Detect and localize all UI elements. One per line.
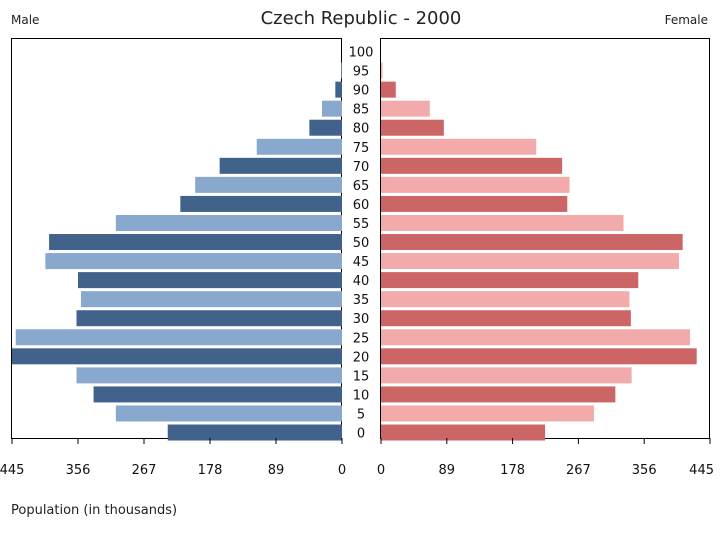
- male-bar-45: [45, 253, 342, 270]
- age-label-25: 25: [353, 331, 370, 346]
- male-bars: [12, 62, 343, 441]
- female-bar-70: [381, 157, 563, 174]
- male-tick-label: 356: [66, 463, 91, 478]
- male-bar-30: [76, 310, 343, 327]
- age-label-80: 80: [353, 122, 370, 137]
- male-tick-label: 89: [268, 463, 285, 478]
- female-bar-20: [381, 348, 697, 365]
- female-bar-35: [381, 291, 630, 308]
- female-bar-5: [381, 405, 594, 422]
- male-bar-95: [341, 62, 342, 79]
- female-bar-10: [381, 386, 616, 403]
- male-bar-65: [195, 176, 342, 193]
- female-bar-90: [381, 81, 396, 98]
- male-bar-20: [12, 348, 342, 365]
- female-bars: [381, 62, 697, 441]
- male-bar-75: [256, 138, 342, 155]
- female-bar-95: [381, 62, 383, 79]
- female-bar-65: [381, 176, 570, 193]
- female-bar-60: [381, 195, 568, 212]
- age-label-70: 70: [353, 160, 370, 175]
- age-label-95: 95: [353, 65, 370, 80]
- age-label-15: 15: [353, 369, 370, 384]
- age-label-30: 30: [353, 312, 370, 327]
- female-bar-50: [381, 234, 683, 251]
- male-bar-85: [321, 100, 342, 117]
- male-bar-5: [115, 405, 342, 422]
- male-tick-label: 0: [338, 463, 346, 478]
- age-label-90: 90: [353, 84, 370, 99]
- age-label-85: 85: [353, 103, 370, 118]
- female-bar-30: [381, 310, 631, 327]
- age-label-35: 35: [353, 293, 370, 308]
- age-label-0: 0: [357, 427, 365, 442]
- female-bar-75: [381, 138, 537, 155]
- female-bar-25: [381, 329, 691, 346]
- male-tick-label: 445: [0, 463, 24, 478]
- female-bar-40: [381, 272, 639, 289]
- female-bar-45: [381, 253, 679, 270]
- female-bar-0: [381, 424, 546, 441]
- male-bar-25: [15, 329, 343, 346]
- male-bar-90: [335, 81, 342, 98]
- male-bar-15: [76, 367, 343, 384]
- female-tick-label: 0: [377, 463, 385, 478]
- age-label-5: 5: [357, 407, 365, 422]
- age-label-55: 55: [353, 217, 370, 232]
- age-label-100: 100: [349, 46, 374, 61]
- age-label-75: 75: [353, 141, 370, 156]
- female-tick-label: 178: [500, 463, 525, 478]
- female-tick-label: 267: [566, 463, 591, 478]
- age-label-65: 65: [353, 179, 370, 194]
- age-label-50: 50: [353, 236, 370, 251]
- female-bar-55: [381, 214, 624, 231]
- female-bar-80: [381, 119, 444, 136]
- age-label-60: 60: [353, 198, 370, 213]
- male-bar-55: [115, 214, 342, 231]
- male-tick-label: 178: [198, 463, 223, 478]
- male-axis-ticks: 445 356 267 178 89 0: [0, 438, 346, 478]
- x-axis-label: Population (in thousands): [11, 503, 177, 518]
- male-bar-60: [180, 195, 342, 212]
- age-labels: 0 5 10 15 20 25 30 35 40 45 50 55 60 65 70 75 80 85 90 95 10…: [349, 46, 374, 442]
- male-label: Male: [11, 13, 39, 27]
- female-axis-ticks: 0 89 178 267 356 445: [377, 438, 714, 478]
- male-bar-50: [49, 234, 343, 251]
- male-bar-40: [78, 272, 342, 289]
- age-label-40: 40: [353, 274, 370, 289]
- male-bar-35: [80, 291, 342, 308]
- male-bar-0: [167, 424, 342, 441]
- chart-title: Czech Republic - 2000: [261, 8, 462, 29]
- age-label-10: 10: [353, 388, 370, 403]
- male-bar-10: [93, 386, 343, 403]
- female-label: Female: [665, 13, 708, 27]
- female-tick-label: 89: [439, 463, 456, 478]
- age-label-45: 45: [353, 255, 370, 270]
- age-label-20: 20: [353, 350, 370, 365]
- male-tick-label: 267: [132, 463, 157, 478]
- female-tick-label: 445: [689, 463, 714, 478]
- female-tick-label: 356: [632, 463, 657, 478]
- male-bar-80: [309, 119, 342, 136]
- female-bar-85: [381, 100, 430, 117]
- female-bar-15: [381, 367, 632, 384]
- male-bar-70: [219, 157, 342, 174]
